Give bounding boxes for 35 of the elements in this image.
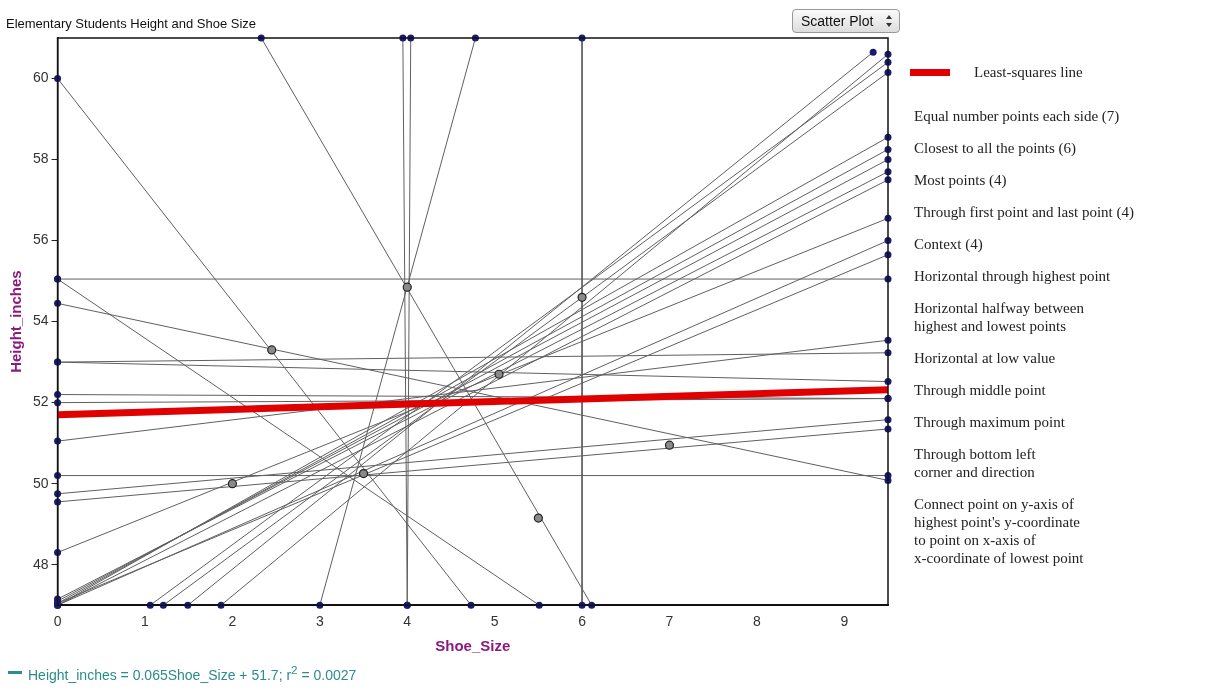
- chart-title: Elementary Students Height and Shoe Size: [6, 16, 257, 31]
- text: Horizontal at low value: [914, 349, 1057, 367]
- y-tick-label: 58: [32, 150, 49, 167]
- text: Scatter Plot: [792, 9, 901, 33]
- x-tick-label: 7: [665, 613, 674, 630]
- x-tick-label: 8: [752, 613, 761, 630]
- y-tick-label: 56: [32, 231, 49, 248]
- x-tick-label: 1: [141, 613, 150, 630]
- text: Closest to all the points (6): [914, 139, 1078, 157]
- text: Context (4): [914, 235, 984, 253]
- text: Equal number points each side (7): [914, 107, 1121, 125]
- text: Through maximum point: [914, 413, 1066, 431]
- x-tick-label: 0: [53, 613, 62, 630]
- y-tick-label: 48: [32, 555, 49, 572]
- text: Through first point and last point (4): [914, 203, 1134, 221]
- x-tick-label: 5: [490, 613, 499, 630]
- x-tick-label: 6: [578, 613, 587, 630]
- text: Horizontal through highest point: [914, 267, 1112, 285]
- text: Through bottom left corner and direction: [914, 445, 1037, 481]
- x-axis-title: Shoe_Size: [435, 637, 511, 655]
- y-tick-label: 54: [32, 312, 49, 329]
- x-tick-label: 9: [840, 613, 849, 630]
- x-tick-label: 4: [403, 613, 412, 630]
- y-tick-label: 52: [32, 393, 49, 410]
- text: Connect point on y-axis of highest point's y-coordinate to point on x-axis of x-coordinate of lowest point: [914, 495, 1085, 567]
- y-axis-title: Height_inches: [7, 270, 25, 373]
- text: Through middle point: [914, 381, 1047, 399]
- text: Most points (4): [914, 171, 1008, 189]
- text: Height_inches = 0.065Shoe_Size + 51.7; r$^{2}$ = 0.0027: [28, 663, 357, 683]
- x-tick-label: 3: [315, 613, 324, 630]
- legend-label: Least-squares line: [974, 64, 1083, 81]
- y-tick-label: 50: [32, 474, 49, 491]
- text: Horizontal halfway between highest and lowest points: [914, 299, 1085, 335]
- x-tick-label: 2: [228, 613, 237, 630]
- y-tick-label: 60: [32, 69, 49, 86]
